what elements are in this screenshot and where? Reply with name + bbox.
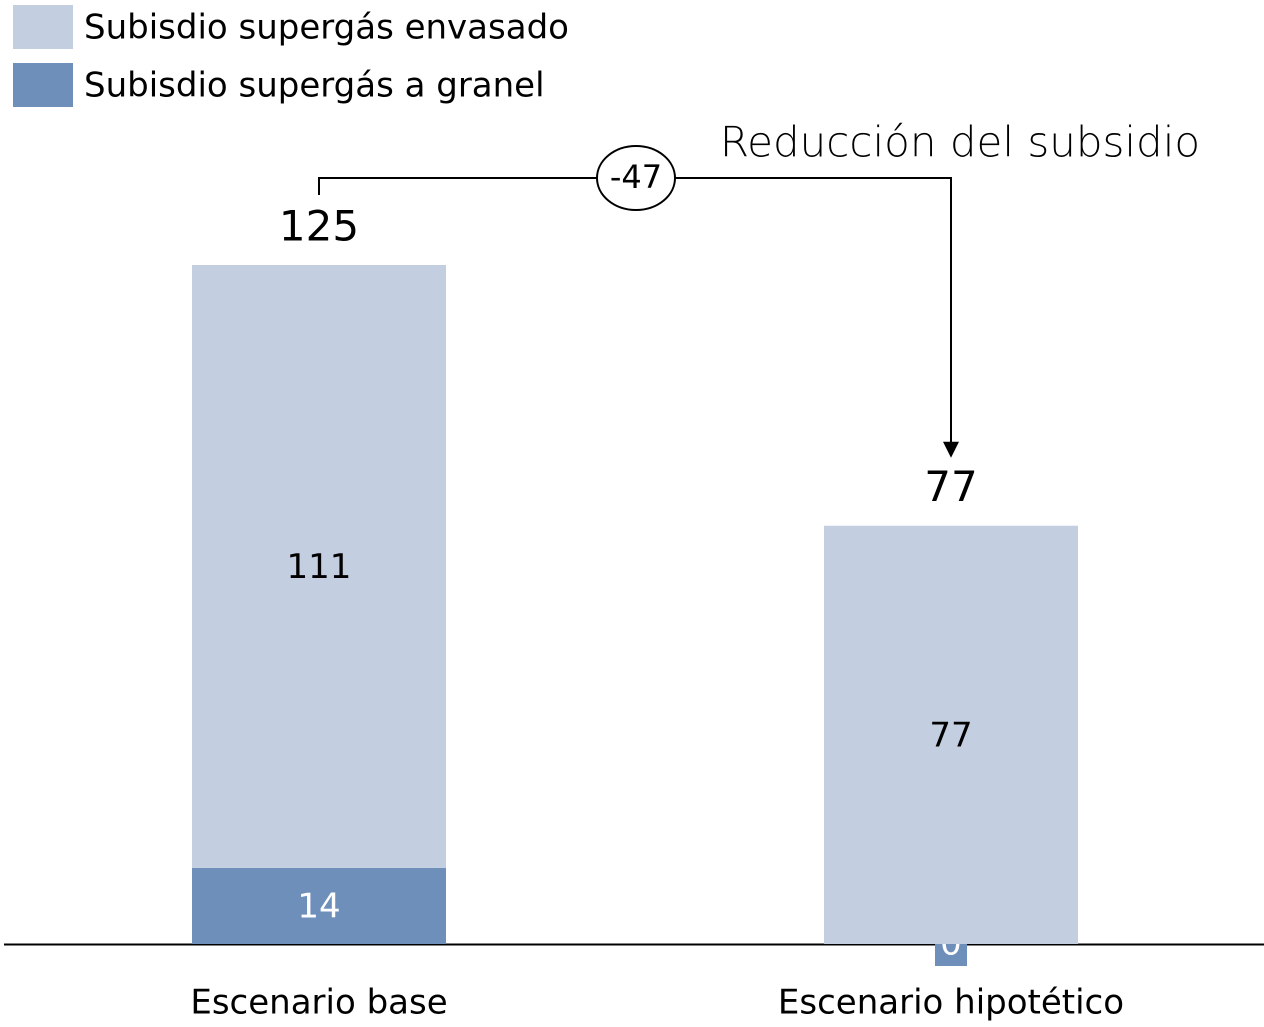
annotation: Reducción del subsidio bbox=[720, 118, 1200, 167]
x-tick-label: Escenario hipotético bbox=[778, 983, 1124, 1023]
value-label: 111 bbox=[287, 547, 352, 587]
difference-label: -47 bbox=[610, 158, 662, 196]
total-label: 125 bbox=[279, 202, 359, 251]
difference-bubble bbox=[596, 145, 676, 211]
value-label: 77 bbox=[929, 715, 972, 755]
x-tick-label: Escenario base bbox=[190, 983, 447, 1023]
bar-segment bbox=[192, 867, 446, 944]
value-label: 14 bbox=[297, 886, 340, 926]
total-label: 77 bbox=[924, 462, 977, 511]
legend-label: Subisdio supergás a granel bbox=[84, 66, 545, 106]
legend-swatch bbox=[13, 5, 73, 49]
bar-segment bbox=[824, 525, 1078, 944]
legend-label: Subisdio supergás envasado bbox=[84, 8, 569, 48]
bar-segment bbox=[192, 265, 446, 868]
difference-arrowhead bbox=[943, 441, 959, 458]
legend-swatch bbox=[13, 63, 73, 107]
